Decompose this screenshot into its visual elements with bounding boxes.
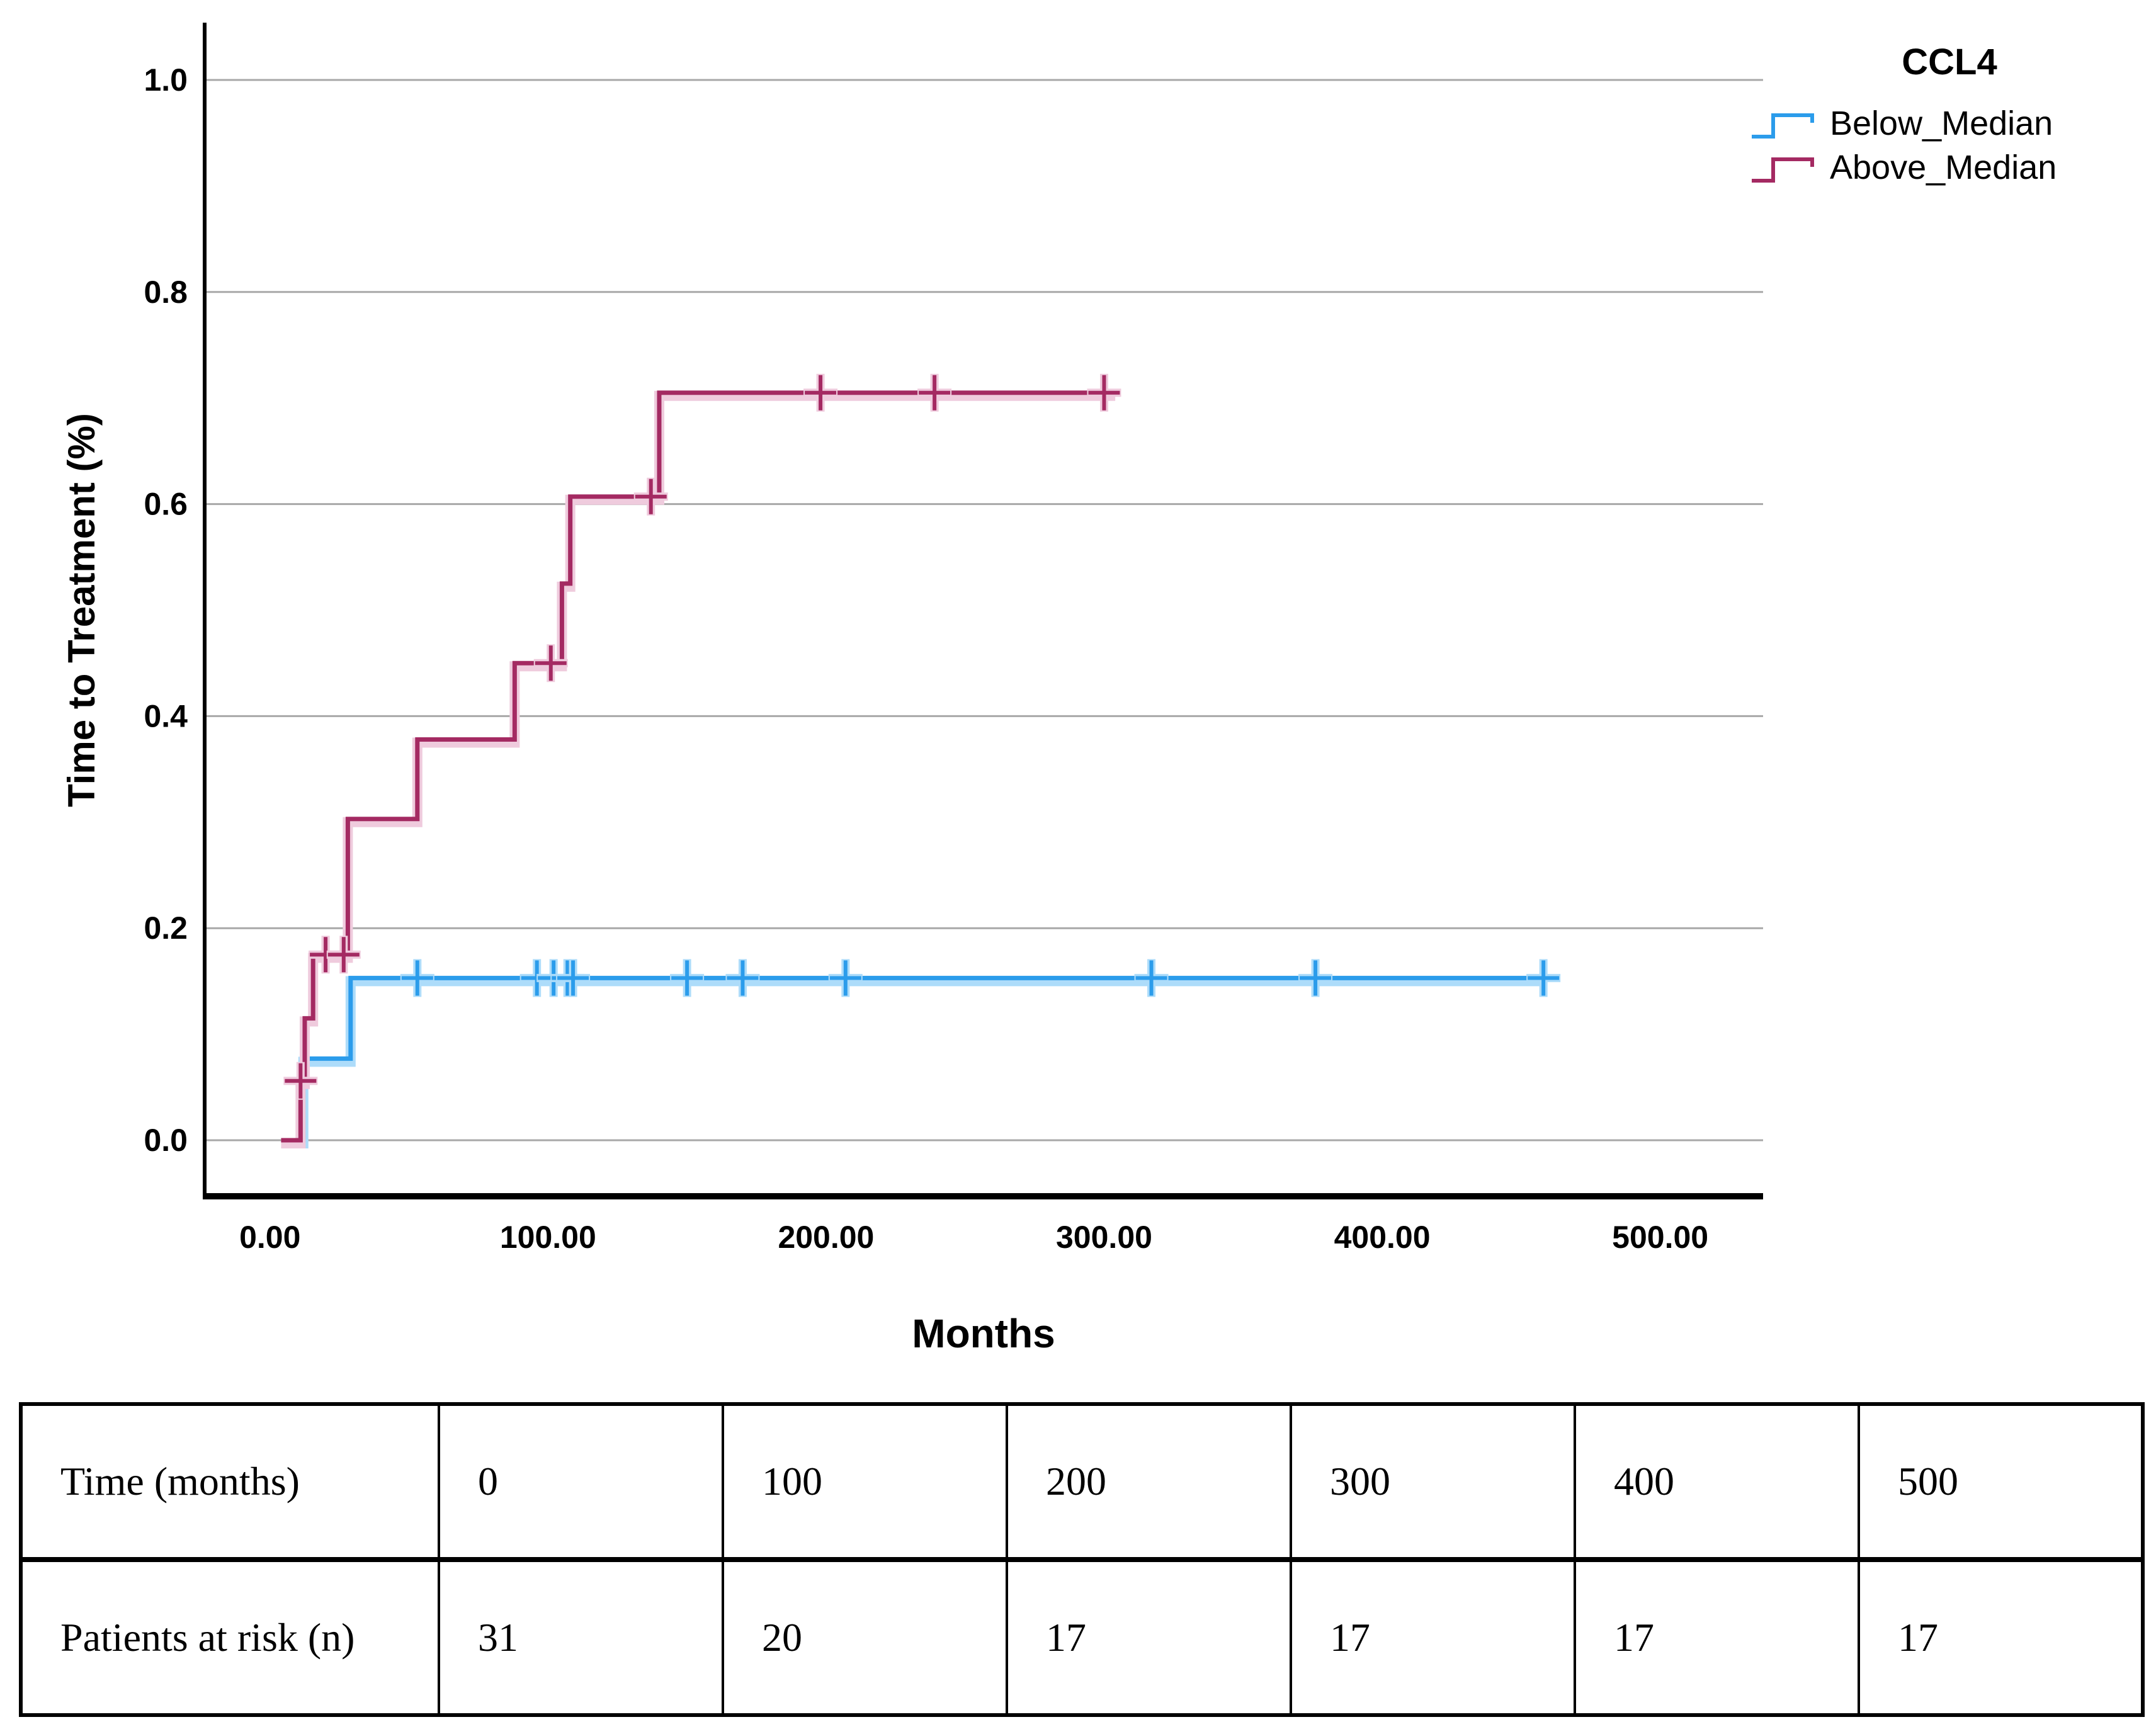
legend-label: Above_Median: [1830, 149, 2057, 186]
curve-halo-above-median: [281, 390, 1116, 1148]
censor-mark-below-median: [1526, 959, 1561, 997]
x-tick-label: 100.00: [500, 1220, 596, 1255]
curves: [281, 390, 1544, 1148]
curve-halo-below-median: [287, 976, 1544, 1148]
censor-mark-below-median: [725, 959, 760, 997]
censor-mark-above-median: [803, 373, 838, 412]
y-tick-label: 0.2: [144, 910, 188, 946]
legend-title: CCL4: [1902, 42, 1997, 82]
risk-cell: 17: [1290, 1558, 1576, 1716]
legend-step-icon: [1752, 157, 1814, 183]
censor-mark-above-median: [917, 373, 952, 412]
x-tick-label: 300.00: [1056, 1220, 1152, 1255]
patients-at-risk-table: Time (months) 0 100 200 300 400 500 Patients at…: [19, 1402, 2145, 1717]
censor-mark-below-median: [400, 959, 434, 997]
risk-cell: 400: [1574, 1403, 1860, 1562]
legend-step-icon: [1752, 113, 1814, 139]
y-tick-label: 0.8: [144, 275, 188, 310]
legend-label: Below_Median: [1830, 105, 2053, 142]
risk-row-label: Patients at risk (n): [20, 1558, 440, 1716]
risk-cell: 500: [1858, 1403, 2144, 1562]
censor-mark-below-median: [556, 959, 591, 997]
censor-mark-below-median: [1298, 959, 1333, 997]
gridlines: [207, 79, 1763, 1141]
censor-mark-above-median: [533, 644, 568, 683]
censor-mark-above-median: [1087, 373, 1121, 412]
censor-mark-above-median: [283, 1062, 318, 1100]
y-tick-label: 0.4: [144, 698, 188, 734]
risk-cell: 20: [722, 1558, 1008, 1716]
x-tick-label: 0.00: [239, 1220, 300, 1255]
censor-mark-below-median: [1134, 959, 1169, 997]
risk-cell: 100: [722, 1403, 1008, 1562]
x-tick-label: 200.00: [778, 1220, 874, 1255]
risk-cell: 31: [438, 1558, 724, 1716]
y-tick-label: 1.0: [144, 62, 188, 98]
risk-row-label: Time (months): [20, 1403, 440, 1562]
censor-mark-above-median: [633, 477, 668, 516]
risk-cell: 17: [1006, 1558, 1292, 1716]
censor-mark-below-median: [828, 959, 863, 997]
y-axis-title: Time to Treatment (%): [60, 413, 103, 807]
x-tick-label: 400.00: [1334, 1220, 1431, 1255]
censor-mark-below-median: [670, 959, 705, 997]
x-axis-title: Months: [912, 1311, 1055, 1356]
x-tick-label: 500.00: [1612, 1220, 1708, 1255]
y-tick-label: 0.0: [144, 1123, 188, 1158]
risk-cell: 0: [438, 1403, 724, 1562]
censor-mark-above-median: [326, 936, 361, 974]
table-row: Time (months) 0 100 200 300 400 500: [20, 1403, 2144, 1562]
legend-item-above-median: Above_Median: [1752, 149, 2057, 186]
tick-labels: 0.0 0.2 0.4 0.6 0.8 1.0 0.00 100.00 200.00 300.00…: [144, 62, 1708, 1255]
axes: [203, 23, 1763, 1199]
legend-item-below-median: Below_Median: [1752, 105, 2053, 142]
km-chart: 0.0 0.2 0.4 0.6 0.8 1.0 0.00 100.00 200.00 300.00…: [60, 23, 2057, 1356]
censor-marks: [283, 373, 1561, 1100]
risk-cell: 300: [1290, 1403, 1576, 1562]
y-tick-label: 0.6: [144, 487, 188, 522]
risk-cell: 200: [1006, 1403, 1292, 1562]
risk-cell: 17: [1858, 1558, 2144, 1716]
risk-cell: 17: [1574, 1558, 1860, 1716]
curve-below-median: [287, 975, 1544, 1143]
legend: Below_Median Above_Median: [1752, 105, 2057, 186]
curve-above-median: [281, 390, 1116, 1143]
table-row: Patients at risk (n) 31 20 17 17 17 17: [20, 1558, 2144, 1716]
